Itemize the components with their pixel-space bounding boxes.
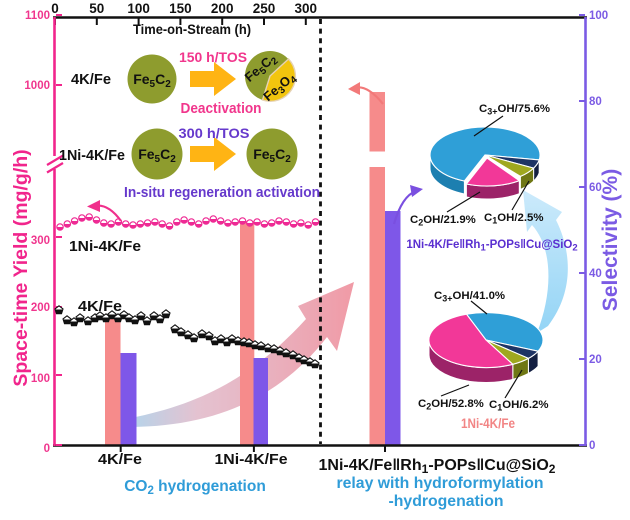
svg-text:250: 250 <box>253 1 276 16</box>
svg-text:1100: 1100 <box>25 10 50 22</box>
svg-text:CO2 hydrogenation: CO2 hydrogenation <box>124 478 266 497</box>
svg-text:1Ni-4K/Fe: 1Ni-4K/Fe <box>461 415 515 431</box>
svg-text:150 h/TOS: 150 h/TOS <box>179 49 247 65</box>
svg-text:4K/Fe: 4K/Fe <box>98 451 142 468</box>
svg-text:Selectivity (%): Selectivity (%) <box>599 169 622 311</box>
svg-text:80: 80 <box>589 96 602 108</box>
svg-text:1Ni-4K/Fe‖Rh1-POPs‖Cu@SiO2: 1Ni-4K/Fe‖Rh1-POPs‖Cu@SiO2 <box>406 239 577 254</box>
svg-text:Fe5C2: Fe5C2 <box>133 71 171 90</box>
svg-text:0: 0 <box>44 443 50 455</box>
svg-text:0: 0 <box>51 1 59 16</box>
svg-text:relay with hydroformylation: relay with hydroformylation <box>337 475 544 492</box>
svg-text:300 h/TOS: 300 h/TOS <box>179 125 250 141</box>
svg-text:200: 200 <box>31 302 50 314</box>
svg-text:100: 100 <box>589 10 608 22</box>
svg-text:Deactivation: Deactivation <box>181 100 262 117</box>
svg-text:C3+OH/41.0%: C3+OH/41.0% <box>434 290 505 304</box>
svg-text:Fe5C2: Fe5C2 <box>253 146 291 165</box>
svg-text:C3+OH/75.6%: C3+OH/75.6% <box>479 103 550 117</box>
svg-text:C1OH/6.2%: C1OH/6.2% <box>489 399 548 413</box>
svg-text:1Ni-4K/Fe: 1Ni-4K/Fe <box>69 238 141 255</box>
svg-text:4K/Fe: 4K/Fe <box>78 298 122 315</box>
svg-text:Space-time Yield (mg/g/h): Space-time Yield (mg/g/h) <box>10 149 32 386</box>
svg-text:4K/Fe: 4K/Fe <box>71 71 111 88</box>
svg-text:Time-on-Stream (h): Time-on-Stream (h) <box>133 21 251 37</box>
svg-text:C2OH/52.8%: C2OH/52.8% <box>418 398 484 412</box>
svg-text:1Ni-4K/Fe: 1Ni-4K/Fe <box>215 451 288 468</box>
svg-text:0: 0 <box>589 440 595 452</box>
svg-text:In-situ regeneration activatio: In-situ regeneration activation <box>124 185 320 201</box>
svg-text:40: 40 <box>589 268 602 280</box>
svg-text:60: 60 <box>589 182 602 194</box>
svg-text:20: 20 <box>589 354 602 366</box>
svg-text:C2OH/21.9%: C2OH/21.9% <box>410 214 476 228</box>
svg-text:Fe5C2: Fe5C2 <box>138 146 176 165</box>
svg-text:1Ni-4K/Fe: 1Ni-4K/Fe <box>59 147 125 164</box>
svg-text:200: 200 <box>211 1 234 16</box>
svg-text:150: 150 <box>169 1 192 16</box>
svg-text:1000: 1000 <box>24 80 50 92</box>
svg-text:C1OH/2.5%: C1OH/2.5% <box>484 212 543 226</box>
svg-text:100: 100 <box>31 373 50 385</box>
svg-text:50: 50 <box>89 1 104 16</box>
svg-text:300: 300 <box>31 235 50 247</box>
svg-text:-hydrogenation: -hydrogenation <box>389 493 504 510</box>
svg-text:1Ni-4K/Fe‖Rh1-POPs‖Cu@SiO2: 1Ni-4K/Fe‖Rh1-POPs‖Cu@SiO2 <box>319 457 556 476</box>
svg-text:300: 300 <box>295 1 318 16</box>
svg-text:100: 100 <box>127 1 150 16</box>
